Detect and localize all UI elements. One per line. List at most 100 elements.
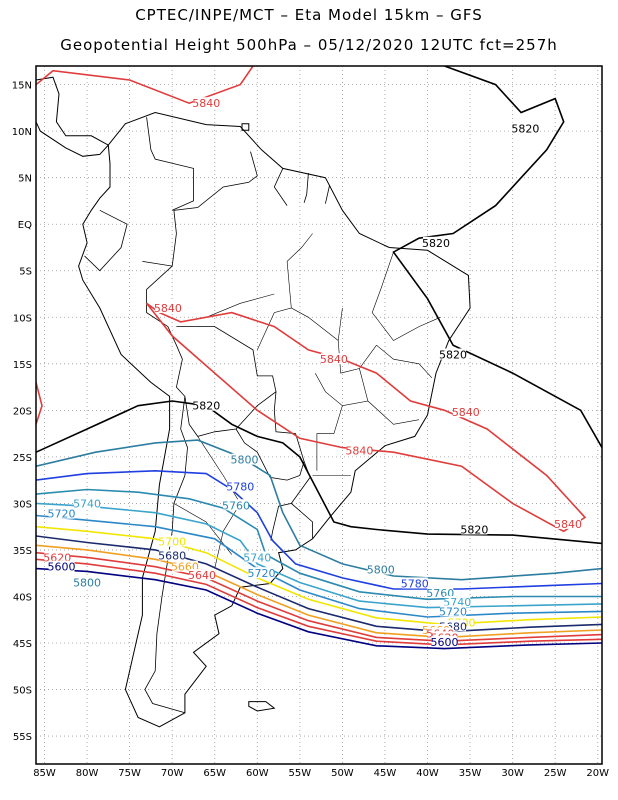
contour-label-bg [159, 535, 186, 547]
contour-label-bg [440, 620, 467, 632]
contour-5820 [36, 400, 602, 545]
coastline-caribbean [151, 40, 185, 54]
contour-label-5840: 5840 [345, 444, 373, 457]
contour-label-5740: 5740 [73, 497, 101, 510]
state-border [371, 252, 441, 341]
contour-label-bg [193, 97, 220, 109]
contour-label-bg [431, 636, 458, 648]
lon-tick-label: 45W [374, 768, 397, 779]
contour-label-bg [461, 523, 488, 535]
lat-tick-label: 5N [18, 174, 32, 185]
contour-label-5740: 5740 [243, 551, 271, 564]
country-border [250, 151, 258, 176]
country-border [146, 117, 194, 211]
contour-5840 [36, 382, 43, 425]
contour-label-bg [48, 507, 75, 519]
axis-ticks: 85W 80W 75W 70W 65W 60W 55W 50W 45W 40W 35W 30W 25W 2… [12, 81, 609, 779]
lon-tick-label: 75W [118, 768, 141, 779]
coastline-south-america [78, 111, 471, 728]
state-border [257, 307, 339, 351]
coastline-central-america [36, 76, 110, 157]
contour-5760 [36, 488, 602, 601]
contour-label-bg [74, 497, 101, 509]
contour-label-5820: 5820 [439, 349, 467, 362]
country-border [325, 185, 330, 204]
contour-label-bg [154, 301, 181, 313]
contour-label-5840: 5840 [320, 353, 348, 366]
contour-label-5600: 5600 [431, 636, 459, 649]
contour-label-bg [171, 560, 198, 572]
contour-5840 [36, 66, 254, 105]
map-frame [35, 65, 603, 765]
lat-tick-label: 25S [13, 453, 32, 464]
lat-tick-label: 10N [12, 127, 32, 138]
contour-label-5800: 5800 [231, 454, 259, 467]
contour-label-5820: 5820 [460, 523, 488, 536]
lon-tick-label: 60W [246, 768, 269, 779]
contour-label-5780: 5780 [401, 577, 429, 590]
lat-lon-grid [36, 66, 602, 764]
contour-label-5700: 5700 [158, 536, 186, 549]
country-border [235, 391, 305, 481]
contour-label-bg [48, 560, 75, 572]
contour-label-bg [346, 444, 373, 456]
contour-label-bg [367, 563, 394, 575]
contour-label-bg [452, 406, 479, 418]
contour-5660 [36, 544, 602, 639]
lon-tick-label: 35W [459, 768, 482, 779]
contour-label-bg [188, 569, 215, 581]
lat-tick-label: 5S [19, 267, 32, 278]
lat-tick-label: 20S [13, 406, 32, 417]
country-border [142, 175, 258, 267]
lat-tick-label: 40S [13, 592, 32, 603]
lon-tick-label: 25W [544, 768, 567, 779]
contour-label-bg [244, 551, 271, 563]
contour-label-bg [512, 122, 539, 134]
contour-label-5820: 5820 [422, 237, 450, 250]
coastlines-and-borders [36, 40, 602, 728]
contour-label-bg [554, 517, 581, 529]
contour-label-bg [320, 353, 347, 365]
contour-5780 [36, 469, 602, 590]
contour-5620 [36, 558, 602, 646]
contour-label-5820: 5820 [192, 400, 220, 413]
lat-tick-label: 30S [13, 499, 32, 510]
contour-label-bg [193, 399, 220, 411]
contour-label-5780: 5780 [226, 481, 254, 494]
contour-label-5720: 5720 [248, 567, 276, 580]
lon-tick-label: 30W [501, 768, 524, 779]
contour-5640 [36, 551, 602, 643]
lat-tick-label: 55S [13, 732, 32, 743]
country-border [84, 209, 128, 272]
contour-label-5680: 5680 [158, 550, 186, 563]
contour-label-5720: 5720 [48, 508, 76, 521]
contour-label-bg [248, 567, 275, 579]
lon-tick-label: 50W [331, 768, 354, 779]
map-subtitle: Geopotential Height 500hPa – 05/12/2020 … [60, 36, 558, 54]
state-border [173, 503, 233, 555]
contour-label-bg [440, 348, 467, 360]
contour-label-5800: 5800 [73, 577, 101, 590]
contour-label-bg [74, 576, 101, 588]
contour-5740 [36, 502, 602, 609]
lon-tick-label: 55W [289, 768, 312, 779]
contour-label-bg [427, 586, 454, 598]
contour-labels: 5840 5840 5840 5840 5840 5840 5820 5820 5820 5820… [43, 97, 582, 649]
coastline-falklands [248, 701, 276, 712]
contour-5800 [36, 439, 602, 581]
state-border [314, 368, 369, 407]
state-border [286, 233, 313, 309]
contour-label-bg [401, 577, 428, 589]
contour-label-5640: 5640 [188, 569, 216, 582]
lat-tick-label: 10S [13, 313, 32, 324]
height-contours [36, 66, 602, 650]
state-border [367, 400, 420, 425]
contour-5600 [36, 567, 602, 650]
lon-tick-label: 85W [33, 768, 56, 779]
contour-label-5840: 5840 [554, 518, 582, 531]
map-title: CPTEC/INPE/MCT – Eta Model 15km – GFS [135, 6, 483, 24]
contour-label-5760: 5760 [222, 499, 250, 512]
country-border [273, 168, 288, 206]
contour-label-bg [423, 236, 450, 248]
